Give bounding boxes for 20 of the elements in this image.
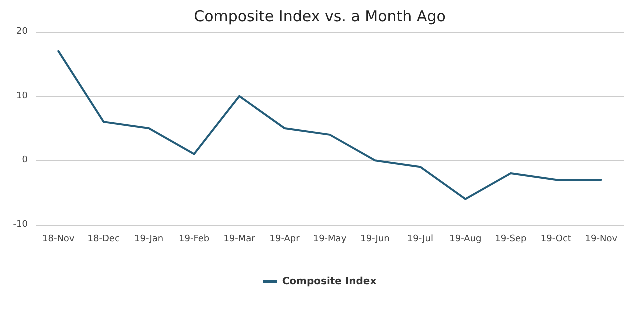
y-tick-label: 20 <box>16 27 28 37</box>
chart-title: Composite Index vs. a Month Ago <box>194 8 446 26</box>
legend-label: Composite Index <box>282 276 378 288</box>
x-tick-label: 18-Nov <box>42 234 76 244</box>
x-tick-label: 19-Jan <box>134 234 164 244</box>
y-tick-label: -10 <box>13 220 28 230</box>
x-tick-label: 19-Jun <box>360 234 390 244</box>
x-tick-label: 19-Jul <box>407 234 434 244</box>
x-tick-label: 19-Nov <box>585 234 618 244</box>
y-tick-label: 10 <box>16 91 28 102</box>
x-tick-label: 19-Feb <box>178 234 210 244</box>
x-tick-label: 19-Sep <box>495 234 528 244</box>
x-tick-label: 18-Dec <box>88 234 120 244</box>
x-tick-label: 19-Mar <box>224 234 256 244</box>
x-tick-label: 19-May <box>313 234 348 244</box>
y-tick-label: 0 <box>22 156 28 166</box>
x-tick-label: 19-Oct <box>540 234 572 244</box>
line-series <box>58 50 602 200</box>
x-tick-label: 19-Apr <box>270 234 300 244</box>
x-tick-label: 19-Aug <box>450 234 482 244</box>
